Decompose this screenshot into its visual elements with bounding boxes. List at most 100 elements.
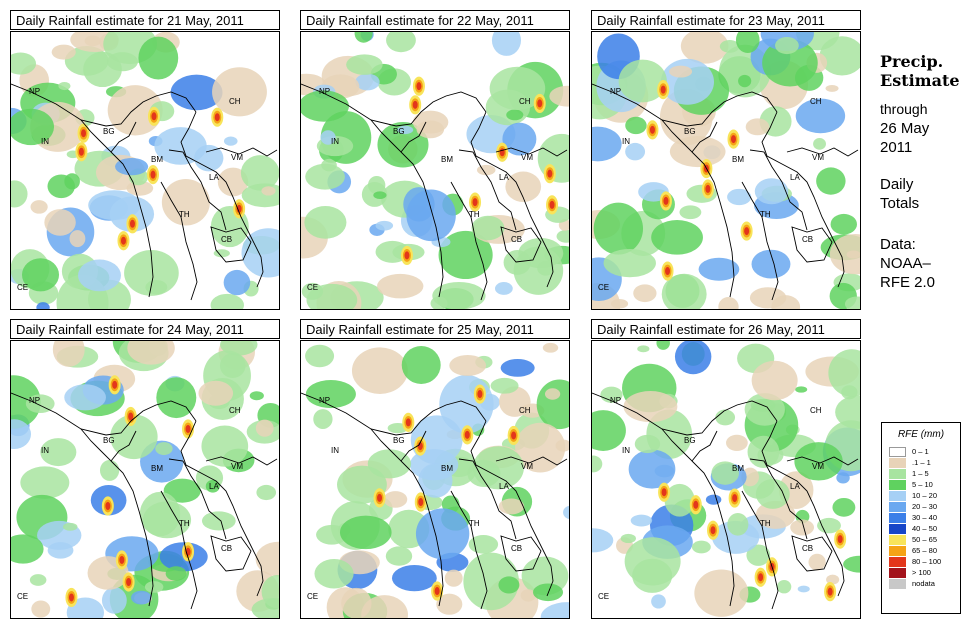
heavy-rain-cell bbox=[660, 85, 666, 94]
rain-area bbox=[11, 375, 41, 429]
rain-area bbox=[240, 155, 279, 191]
legend-label: 0 – 1 bbox=[912, 447, 929, 456]
country-border bbox=[592, 392, 778, 436]
country-label: NP bbox=[610, 396, 621, 405]
rain-area bbox=[58, 81, 71, 91]
rain-area bbox=[746, 544, 771, 566]
heavy-rain-cell bbox=[705, 184, 711, 193]
rain-area bbox=[21, 258, 60, 292]
country-label: TH bbox=[179, 210, 190, 219]
country-border bbox=[301, 392, 487, 436]
country-border bbox=[11, 392, 197, 436]
legend-swatch bbox=[889, 567, 906, 578]
data-line-3: RFE 2.0 bbox=[880, 274, 936, 291]
rain-area bbox=[506, 109, 524, 121]
rain-area bbox=[755, 500, 796, 529]
rain-area bbox=[537, 261, 555, 276]
rain-area bbox=[844, 296, 860, 309]
rain-area bbox=[680, 32, 729, 64]
heavy-rain-cell bbox=[412, 100, 418, 109]
rain-area bbox=[776, 580, 792, 594]
country-label: TH bbox=[760, 210, 771, 219]
rain-area bbox=[126, 180, 154, 196]
rain-area bbox=[603, 248, 656, 278]
country-border bbox=[205, 456, 278, 466]
rain-area bbox=[198, 380, 234, 406]
panel-title: Daily Rainfall estimate for 25 May, 2011 bbox=[300, 319, 570, 339]
country-label: TH bbox=[760, 519, 771, 528]
rain-area bbox=[256, 484, 277, 501]
rain-area bbox=[618, 59, 667, 103]
legend-swatch bbox=[889, 578, 906, 589]
rain-area bbox=[490, 377, 519, 394]
country-label: BM bbox=[151, 464, 163, 473]
rain-area bbox=[305, 380, 356, 409]
rain-area bbox=[489, 66, 546, 110]
rain-area bbox=[249, 391, 264, 401]
rain-area bbox=[651, 220, 703, 255]
rain-area bbox=[679, 205, 702, 220]
rain-area bbox=[463, 552, 519, 611]
heavy-rain-cell bbox=[236, 204, 242, 213]
country-border bbox=[301, 83, 487, 127]
country-label: IN bbox=[331, 137, 339, 146]
rain-area bbox=[251, 598, 279, 618]
rain-area bbox=[661, 273, 707, 309]
legend-item: .1 – 1 bbox=[889, 457, 960, 468]
rain-area bbox=[669, 65, 693, 78]
rain-area bbox=[830, 213, 857, 235]
rain-area bbox=[397, 125, 414, 135]
legend-label: nodata bbox=[912, 579, 935, 588]
rain-area bbox=[355, 73, 380, 91]
heavy-rain-cell bbox=[151, 112, 157, 121]
legend-swatch bbox=[889, 556, 906, 567]
rain-area bbox=[314, 559, 354, 589]
map-svg: NP IN BG BM CH VM LA TH CB CE bbox=[11, 341, 279, 618]
country-border bbox=[11, 83, 197, 127]
date-line-2: 2011 bbox=[880, 139, 913, 156]
country-border bbox=[741, 490, 779, 610]
rain-area bbox=[205, 479, 220, 493]
rain-area bbox=[385, 546, 413, 566]
rainfall-panel-23-may: Daily Rainfall estimate for 23 May, 2011… bbox=[591, 10, 861, 310]
legend-swatch bbox=[889, 523, 906, 534]
rain-area bbox=[99, 459, 120, 481]
heavy-rain-cell bbox=[827, 587, 833, 596]
rain-area bbox=[212, 67, 267, 117]
country-border bbox=[458, 149, 517, 231]
heavy-rain-cell bbox=[537, 99, 543, 108]
country-label: VM bbox=[231, 462, 243, 471]
rain-area bbox=[255, 419, 274, 437]
country-border bbox=[592, 83, 778, 127]
rain-area bbox=[415, 508, 470, 560]
country-label: NP bbox=[319, 396, 330, 405]
legend-label: 10 – 20 bbox=[912, 491, 938, 500]
legend-label: > 100 bbox=[912, 568, 931, 577]
rain-area bbox=[52, 341, 85, 367]
legend-swatch bbox=[889, 501, 906, 512]
heavy-rain-cell bbox=[105, 501, 111, 510]
rain-area bbox=[64, 384, 106, 411]
rain-area bbox=[540, 602, 569, 618]
rain-area bbox=[467, 459, 501, 488]
rain-area bbox=[305, 163, 345, 190]
rain-area bbox=[718, 297, 739, 309]
rain-area bbox=[625, 116, 647, 135]
rain-area bbox=[549, 85, 569, 107]
rain-area bbox=[556, 229, 569, 243]
rain-area bbox=[843, 555, 860, 573]
rain-area bbox=[705, 494, 722, 505]
rain-area bbox=[790, 519, 815, 536]
country-border bbox=[500, 535, 542, 572]
rain-area bbox=[261, 186, 276, 196]
country-label: BM bbox=[151, 155, 163, 164]
country-label: BG bbox=[393, 436, 405, 445]
rain-area bbox=[544, 388, 561, 400]
country-label: VM bbox=[521, 462, 533, 471]
country-label: BM bbox=[732, 464, 744, 473]
rain-area bbox=[829, 233, 860, 275]
rain-area bbox=[499, 386, 531, 417]
rainfall-panel-26-may: Daily Rainfall estimate for 26 May, 2011… bbox=[591, 319, 861, 619]
heavy-rain-cell bbox=[730, 135, 736, 144]
rain-area bbox=[727, 513, 749, 536]
